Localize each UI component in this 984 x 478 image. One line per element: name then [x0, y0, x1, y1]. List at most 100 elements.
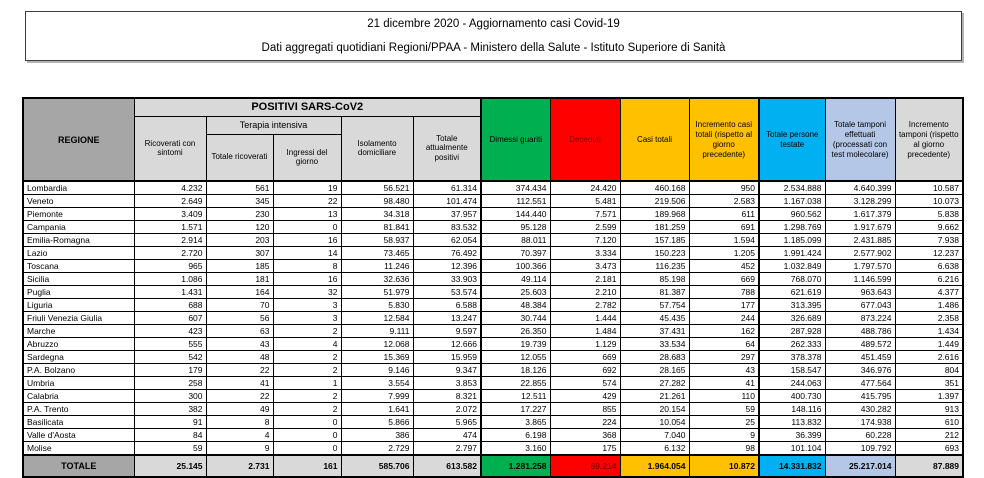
value-cell: 53.574: [412, 285, 482, 299]
value-cell: 2.616: [894, 350, 964, 364]
value-cell: 1.486: [894, 298, 964, 312]
value-cell: 1.641: [340, 402, 414, 416]
value-cell: 22: [205, 389, 274, 403]
value-cell: 48: [205, 350, 274, 364]
value-cell: 13.247: [412, 311, 482, 325]
value-cell: 13: [272, 207, 342, 221]
value-cell: 3: [272, 311, 342, 325]
value-cell: 1.431: [133, 285, 207, 299]
value-cell: 57.754: [619, 298, 690, 312]
value-cell: 2.577.902: [824, 246, 896, 260]
value-cell: 83.532: [412, 220, 482, 234]
value-cell: 415.795: [824, 389, 896, 403]
report-title-line1: 21 dicembre 2020 - Aggiornamento casi Co…: [367, 17, 620, 30]
value-cell: 611: [688, 207, 760, 221]
value-cell: 613.582: [412, 454, 482, 478]
value-cell: 1.032.849: [758, 259, 826, 273]
value-cell: 2.210: [549, 285, 621, 299]
value-cell: 1.444: [549, 311, 621, 325]
report-title-box: 21 dicembre 2020 - Aggiornamento casi Co…: [25, 11, 962, 61]
value-cell: 28.683: [619, 350, 690, 364]
value-cell: 963.643: [824, 285, 896, 299]
value-cell: 287.928: [758, 324, 826, 338]
value-cell: 45.435: [619, 311, 690, 325]
value-cell: 59: [133, 441, 207, 456]
table-row: Liguria 688 70 3 5.830 6.588 48.384 2.782 57.754…: [22, 298, 964, 312]
value-cell: 48.384: [480, 298, 551, 312]
value-cell: 2.797: [412, 441, 482, 456]
value-cell: 6.588: [412, 298, 482, 312]
value-cell: 489.572: [824, 337, 896, 351]
value-cell: 621.619: [758, 285, 826, 299]
value-cell: 2.181: [549, 272, 621, 286]
value-cell: 9.347: [412, 363, 482, 377]
value-cell: 1.185.099: [758, 233, 826, 247]
value-cell: 56.521: [340, 180, 414, 195]
value-cell: 3.853: [412, 376, 482, 390]
value-cell: 4.640.399: [824, 180, 896, 195]
value-cell: 91: [133, 415, 207, 429]
table-row: P.A. Trento 382 49 2 1.641 2.072 17.227 855 20.1…: [22, 402, 964, 416]
value-cell: 326.689: [758, 311, 826, 325]
value-cell: 101.474: [412, 194, 482, 208]
header-attualmente-positivi: Totale attualmente positivi: [412, 115, 482, 182]
value-cell: 61.314: [412, 180, 482, 195]
region-cell: Toscana: [22, 259, 135, 273]
header-isolamento-domiciliare: Isolamento domiciliare: [340, 115, 414, 182]
value-cell: 7.120: [549, 233, 621, 247]
value-cell: 60.228: [824, 428, 896, 442]
region-cell: Lombardia: [22, 180, 135, 195]
header-ingressi-giorno: Ingressi del giorno: [272, 133, 342, 182]
value-cell: 688: [133, 298, 207, 312]
value-cell: 3.865: [480, 415, 551, 429]
total-label-cell: TOTALE: [22, 454, 135, 478]
value-cell: 1.617.379: [824, 207, 896, 221]
value-cell: 1.797.570: [824, 259, 896, 273]
value-cell: 36.399: [758, 428, 826, 442]
value-cell: 669: [688, 272, 760, 286]
table-row: Toscana 965 185 8 11.246 12.396 100.366 3.473 11…: [22, 259, 964, 273]
value-cell: 2.431.885: [824, 233, 896, 247]
region-cell: Marche: [22, 324, 135, 338]
value-cell: 7.571: [549, 207, 621, 221]
value-cell: 41: [205, 376, 274, 390]
region-cell: Friuli Venezia Giulia: [22, 311, 135, 325]
value-cell: 2.782: [549, 298, 621, 312]
value-cell: 20.154: [619, 402, 690, 416]
value-cell: 9: [205, 441, 274, 456]
value-cell: 677.043: [824, 298, 896, 312]
region-cell: Calabria: [22, 389, 135, 403]
value-cell: 21.261: [619, 389, 690, 403]
value-cell: 12.068: [340, 337, 414, 351]
table-row: Basilicata 91 8 0 5.866 5.965 3.865 224 10.054 25…: [22, 415, 964, 429]
value-cell: 429: [549, 389, 621, 403]
table-row: Lombardia 4.232 561 19 56.521 61.314 374.434 24…: [22, 180, 964, 195]
value-cell: 28.165: [619, 363, 690, 377]
header-group-terapia-intensiva: Terapia intensiva: [205, 115, 342, 135]
value-cell: 230: [205, 207, 274, 221]
value-cell: 49.114: [480, 272, 551, 286]
covid-data-table: REGIONE POSITIVI SARS-CoV2 Dimessi guari…: [22, 97, 964, 478]
value-cell: 37.957: [412, 207, 482, 221]
value-cell: 9.146: [340, 363, 414, 377]
value-cell: 22: [272, 194, 342, 208]
value-cell: 2: [272, 402, 342, 416]
value-cell: 58.937: [340, 233, 414, 247]
value-cell: 6.132: [619, 441, 690, 456]
value-cell: 150.223: [619, 246, 690, 260]
value-cell: 1.397: [894, 389, 964, 403]
value-cell: 85.198: [619, 272, 690, 286]
value-cell: 219.506: [619, 194, 690, 208]
value-cell: 100.366: [480, 259, 551, 273]
value-cell: 81.387: [619, 285, 690, 299]
value-cell: 63: [205, 324, 274, 338]
header-persone-testate: Totale persone testate: [758, 97, 826, 182]
value-cell: 1.449: [894, 337, 964, 351]
value-cell: 9.662: [894, 220, 964, 234]
table-row: Marche 423 63 2 9.111 9.597 26.350 1.484 37.431 1…: [22, 324, 964, 338]
value-cell: 51.979: [340, 285, 414, 299]
value-cell: 25: [688, 415, 760, 429]
region-cell: Valle d'Aosta: [22, 428, 135, 442]
value-cell: 70: [205, 298, 274, 312]
header-group-positivi: POSITIVI SARS-CoV2: [133, 97, 482, 117]
